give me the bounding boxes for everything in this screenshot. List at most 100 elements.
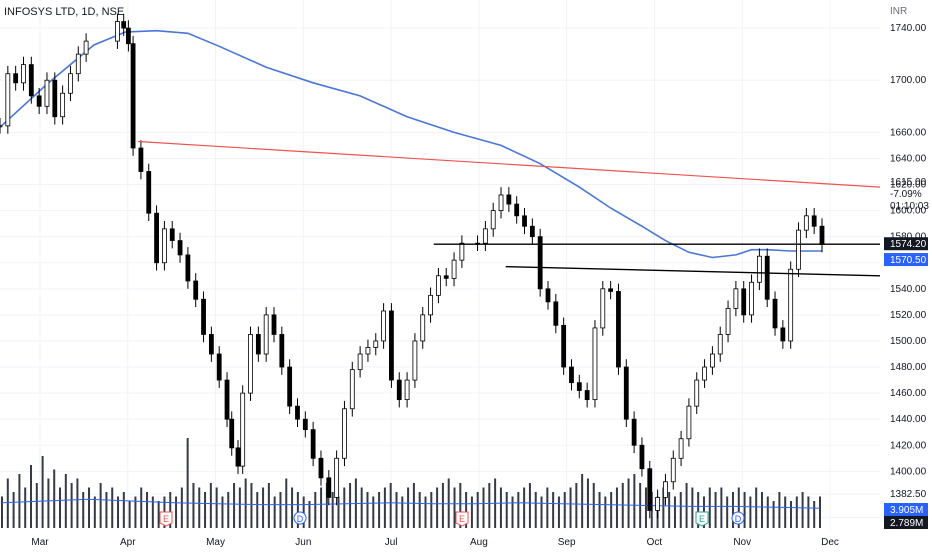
dividend-marker-icon xyxy=(293,511,307,525)
volume-bar xyxy=(441,483,444,528)
price-line-1-badge-bg xyxy=(884,237,928,251)
volume-bar xyxy=(459,483,462,528)
volume-bar xyxy=(714,492,717,528)
volume-bar xyxy=(731,492,734,528)
volume-bar xyxy=(528,483,531,528)
volume-bar xyxy=(488,483,491,528)
candle-body xyxy=(482,228,488,244)
candle-body xyxy=(733,288,739,309)
volume-bar xyxy=(482,487,485,528)
event-marker-label: E xyxy=(163,514,169,524)
volume-bar xyxy=(726,496,729,528)
volume-badge-2-bg xyxy=(884,516,928,529)
volume-bar xyxy=(517,492,520,528)
candle-body xyxy=(803,215,809,231)
candle-body xyxy=(678,438,684,459)
volume-bar xyxy=(1,496,3,528)
volume-bar xyxy=(128,501,131,528)
volume-bar xyxy=(569,487,572,528)
last-price-label: 1615.00 xyxy=(890,177,927,188)
volume-bar xyxy=(598,492,601,528)
y-tick-label: 1400.00 xyxy=(890,466,927,477)
volume-bar xyxy=(296,492,299,528)
volume-bar xyxy=(383,487,386,528)
volume-bar xyxy=(192,483,195,528)
candle-body xyxy=(177,240,183,256)
volume-bar xyxy=(349,483,352,528)
candle-body xyxy=(240,392,246,467)
volume-bar xyxy=(157,501,160,528)
volume-bar xyxy=(453,487,456,528)
volume-bar xyxy=(105,492,108,528)
volume-bar xyxy=(540,496,543,528)
candle-body xyxy=(435,275,441,296)
candle-body xyxy=(271,314,277,335)
earnings-marker-icon xyxy=(455,511,469,527)
candle-body xyxy=(357,353,363,371)
candle-body xyxy=(741,288,747,316)
volume-bar xyxy=(221,496,224,528)
candle-body xyxy=(451,259,457,279)
candle-body xyxy=(287,366,293,407)
candle-body xyxy=(506,194,512,205)
candle-body xyxy=(52,79,58,118)
volume-badge-2-text: 2.789M xyxy=(890,518,923,529)
candle-body xyxy=(717,334,723,355)
volume-bar xyxy=(180,487,183,528)
volume-bar xyxy=(320,487,323,528)
price-labels-layer: 1615.00-7.09%01:10:03 1574.20 1570.50 3.905… xyxy=(884,177,929,529)
candle-body xyxy=(670,457,676,483)
y-tick-label: 1660.00 xyxy=(890,127,927,138)
volume-bar xyxy=(407,487,410,528)
volume-bar xyxy=(35,483,38,528)
event-marker[interactable]: D xyxy=(731,511,745,525)
volume-bar xyxy=(117,496,120,528)
x-tick-label: Jul xyxy=(385,537,398,548)
candle-body xyxy=(623,366,629,420)
volume-bar xyxy=(53,469,56,528)
candle-body xyxy=(420,314,426,342)
volume-bar xyxy=(82,492,85,528)
volume-badge-1: 3.905M xyxy=(884,503,928,516)
event-marker[interactable]: E xyxy=(695,511,709,527)
volume-bar xyxy=(476,492,479,528)
price-line-1-badge-text: 1574.20 xyxy=(890,239,927,250)
volume-bar xyxy=(581,474,584,528)
candle-body xyxy=(772,298,778,329)
candle-body xyxy=(412,340,418,381)
x-tick-label: Dec xyxy=(821,537,839,548)
candle-body xyxy=(663,481,668,498)
volume-bar xyxy=(737,487,740,528)
candle-body xyxy=(780,327,786,342)
candle-body xyxy=(428,294,433,316)
volume-bar xyxy=(314,492,317,528)
volume-bar xyxy=(6,478,9,528)
volume-bar xyxy=(59,487,62,528)
volume-bar xyxy=(70,483,73,528)
candle-body xyxy=(342,408,347,459)
volume-bar xyxy=(465,492,468,528)
volume-bar xyxy=(557,496,560,528)
volume-bar xyxy=(697,492,700,528)
volume-bar xyxy=(18,474,21,528)
candle-body xyxy=(616,291,621,368)
event-marker[interactable]: D xyxy=(293,511,307,525)
candle-body xyxy=(161,228,167,264)
earnings-marker-icon xyxy=(695,511,709,527)
y-tick-label: 1460.00 xyxy=(890,388,927,399)
volume-bar xyxy=(743,492,746,528)
candle-body xyxy=(310,429,316,459)
candle-body xyxy=(295,405,300,420)
volume-bar xyxy=(749,496,752,528)
event-marker[interactable]: E xyxy=(455,511,469,527)
event-marker[interactable]: E xyxy=(159,511,173,527)
candle-body xyxy=(404,379,410,401)
candle-body xyxy=(334,457,340,498)
volume-bar xyxy=(586,478,589,528)
volume-bar xyxy=(575,483,578,528)
x-tick-label: Mar xyxy=(31,537,49,548)
volume-bar xyxy=(76,478,79,528)
candle-body xyxy=(279,334,285,368)
